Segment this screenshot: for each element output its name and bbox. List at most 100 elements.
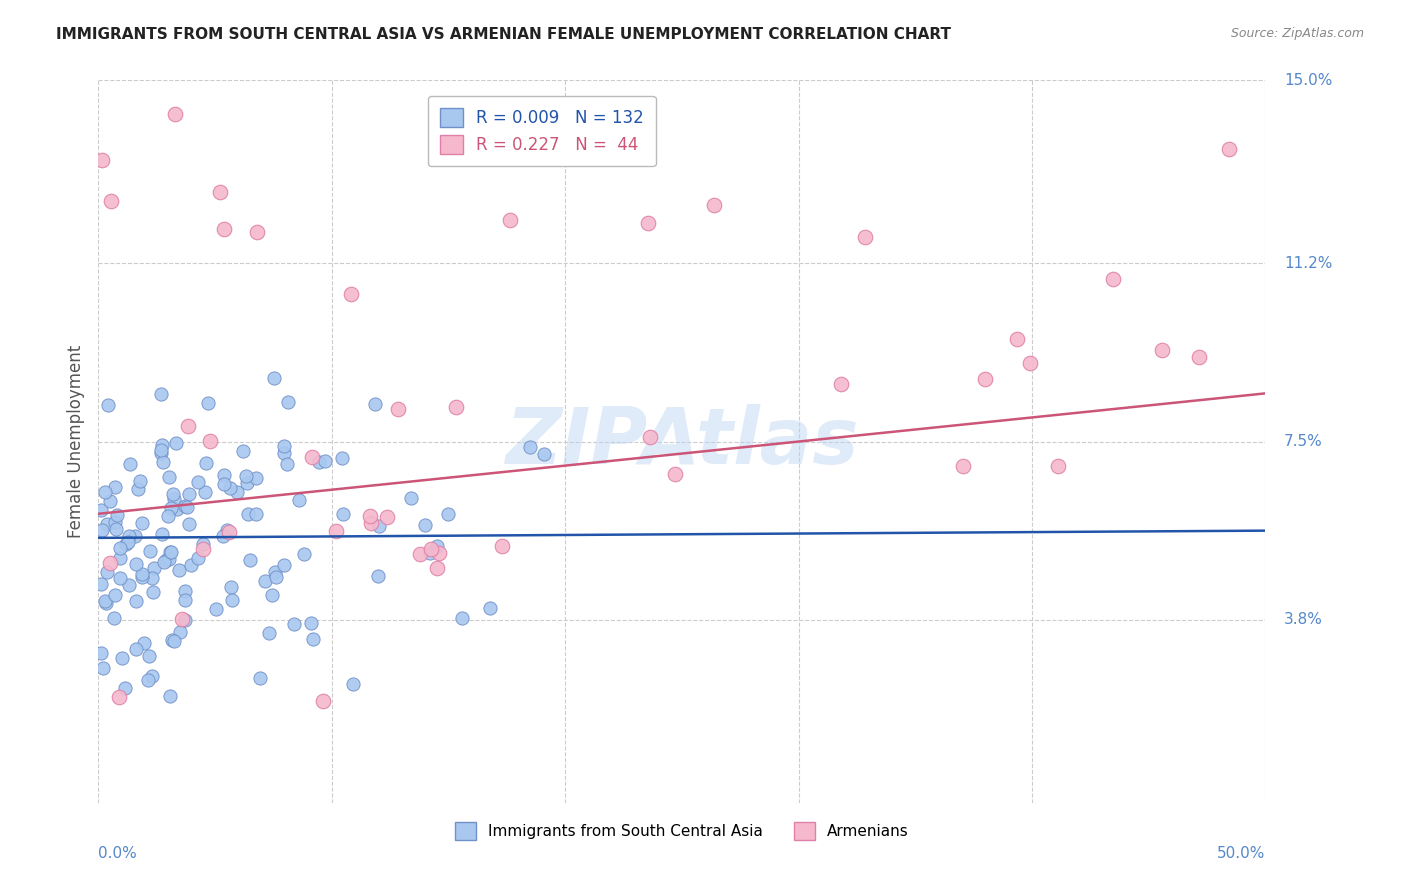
Point (176, 500, 198, 514)
Point (104, 479, 127, 493)
Point (155, 552, 177, 566)
Point (853, 230, 876, 244)
Point (125, 558, 148, 572)
Point (273, 558, 295, 572)
Point (159, 689, 181, 703)
Point (301, 450, 323, 465)
Point (238, 507, 260, 521)
Legend: Immigrants from South Central Asia, Armenians: Immigrants from South Central Asia, Arme… (449, 816, 915, 846)
Point (104, 522, 127, 536)
Point (149, 442, 172, 457)
Point (108, 690, 131, 704)
Point (359, 509, 381, 524)
Point (131, 516, 153, 530)
Point (90, 503, 112, 517)
Point (491, 539, 513, 553)
Point (276, 458, 298, 472)
Point (533, 447, 555, 461)
Point (173, 592, 195, 607)
Point (169, 564, 191, 578)
Point (425, 561, 447, 575)
Point (1152, 343, 1174, 357)
Point (364, 397, 387, 411)
Point (232, 444, 254, 458)
Point (94, 594, 117, 608)
Point (399, 491, 422, 506)
Point (129, 475, 152, 489)
Point (209, 185, 232, 199)
Point (288, 493, 311, 508)
Point (141, 571, 163, 585)
Point (194, 484, 217, 499)
Point (177, 419, 200, 434)
Point (205, 601, 228, 615)
Text: 0.0%: 0.0% (98, 847, 138, 861)
Point (249, 671, 271, 685)
Point (367, 569, 389, 583)
Point (125, 641, 148, 656)
Point (160, 500, 183, 515)
Text: Source: ZipAtlas.com: Source: ZipAtlas.com (1230, 27, 1364, 40)
Point (235, 469, 257, 483)
Point (104, 588, 127, 602)
Point (98, 556, 121, 570)
Point (179, 516, 201, 531)
Point (173, 499, 195, 513)
Point (138, 648, 160, 663)
Point (174, 584, 197, 599)
Point (104, 515, 127, 529)
Point (160, 545, 183, 559)
Point (157, 552, 180, 566)
Point (131, 570, 153, 584)
Point (519, 440, 541, 454)
Point (131, 567, 153, 582)
Point (478, 601, 501, 615)
Point (254, 574, 277, 588)
Point (257, 625, 280, 640)
Text: ZIPAtlas: ZIPAtlas (505, 403, 859, 480)
Point (266, 570, 288, 584)
Point (314, 454, 336, 468)
Point (157, 470, 180, 484)
Point (367, 519, 389, 533)
Point (340, 286, 363, 301)
Point (450, 611, 472, 625)
Point (127, 482, 149, 496)
Point (409, 547, 432, 561)
Point (187, 475, 209, 489)
Point (170, 612, 193, 626)
Point (100, 194, 122, 208)
Point (152, 455, 174, 469)
Point (90, 153, 112, 168)
Point (325, 524, 347, 539)
Point (413, 517, 436, 532)
Point (308, 455, 330, 469)
Point (1188, 350, 1211, 364)
Point (91, 660, 114, 674)
Point (96, 596, 118, 610)
Text: 50.0%: 50.0% (1218, 847, 1265, 861)
Point (200, 434, 222, 448)
Point (150, 527, 173, 541)
Text: 7.5%: 7.5% (1284, 434, 1323, 449)
Point (114, 681, 136, 695)
Point (664, 467, 686, 482)
Point (245, 471, 267, 485)
Point (499, 212, 522, 227)
Point (162, 487, 184, 501)
Point (437, 507, 460, 521)
Point (419, 546, 441, 560)
Point (419, 541, 441, 556)
Point (152, 555, 174, 569)
Point (245, 507, 267, 521)
Point (375, 509, 398, 524)
Point (194, 456, 217, 470)
Point (108, 541, 131, 555)
Point (177, 486, 200, 500)
Point (217, 523, 239, 537)
Point (312, 694, 335, 708)
Point (342, 676, 364, 690)
Point (212, 477, 235, 491)
Point (134, 636, 156, 650)
Point (143, 560, 166, 574)
